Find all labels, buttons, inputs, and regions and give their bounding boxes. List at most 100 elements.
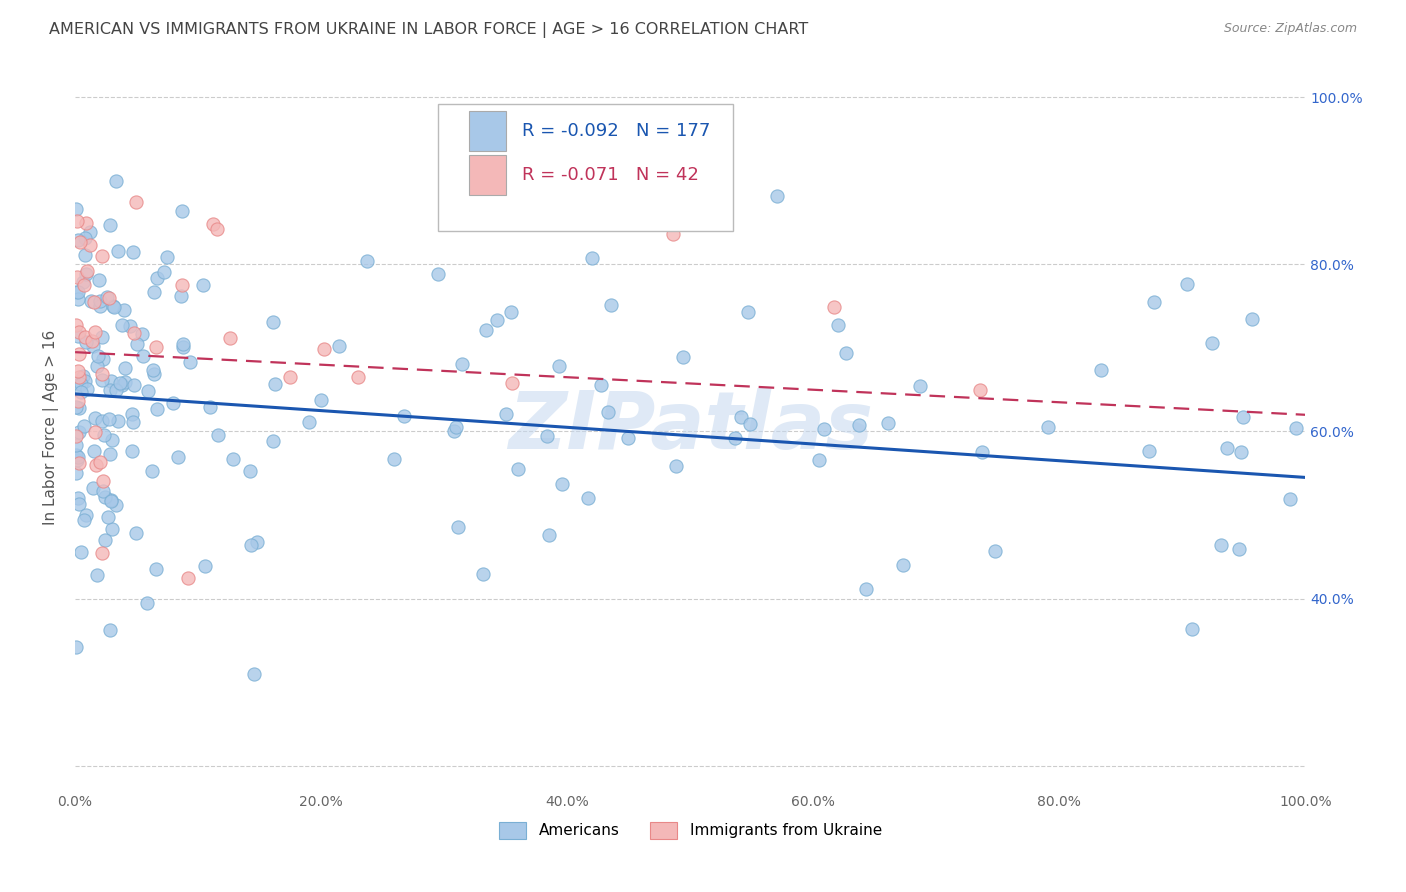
Point xyxy=(172,336,194,351)
Point xyxy=(100,493,122,508)
Point xyxy=(94,533,117,548)
Point xyxy=(73,231,96,245)
Point xyxy=(1216,442,1239,456)
Point xyxy=(87,273,110,287)
Point xyxy=(67,401,90,415)
Y-axis label: In Labor Force | Age > 16: In Labor Force | Age > 16 xyxy=(44,330,59,525)
Text: R = -0.071   N = 42: R = -0.071 N = 42 xyxy=(522,166,699,184)
Point xyxy=(194,559,217,574)
Point xyxy=(135,596,157,610)
Point xyxy=(79,238,101,252)
Point xyxy=(661,227,683,241)
Point xyxy=(1278,491,1301,506)
Point xyxy=(67,285,90,300)
Point xyxy=(114,360,136,375)
Point xyxy=(309,392,332,407)
Point xyxy=(100,494,122,508)
Point xyxy=(835,345,858,359)
Point xyxy=(970,445,993,459)
Point xyxy=(153,264,176,278)
FancyBboxPatch shape xyxy=(468,155,506,194)
Point xyxy=(240,538,263,552)
Point xyxy=(75,374,97,388)
Point xyxy=(98,624,121,638)
Point xyxy=(132,349,155,363)
Point xyxy=(84,325,107,339)
Point xyxy=(146,271,169,285)
Point xyxy=(76,382,98,396)
Point xyxy=(548,359,571,373)
Point xyxy=(67,364,90,378)
Point xyxy=(98,383,121,397)
Point xyxy=(766,188,789,202)
Point xyxy=(97,510,120,524)
Point xyxy=(101,522,124,536)
Point xyxy=(75,216,97,230)
Point xyxy=(239,464,262,478)
Point xyxy=(79,225,101,239)
Point xyxy=(69,235,91,249)
Point xyxy=(219,331,242,345)
Point xyxy=(76,263,98,277)
Point xyxy=(73,248,96,262)
Point xyxy=(75,508,97,523)
Point xyxy=(1180,622,1202,636)
Point xyxy=(495,407,517,421)
Point xyxy=(596,405,619,419)
Point xyxy=(501,376,523,390)
Point xyxy=(1240,312,1263,326)
Point xyxy=(67,456,90,470)
Point xyxy=(167,450,190,465)
Point xyxy=(262,315,284,329)
Point xyxy=(91,474,114,488)
Point xyxy=(172,277,194,292)
Point xyxy=(73,277,96,292)
Point xyxy=(278,370,301,384)
Point xyxy=(314,342,336,356)
Point xyxy=(82,339,104,353)
Point xyxy=(65,318,87,333)
Point xyxy=(104,173,127,187)
Point xyxy=(443,425,465,439)
Point xyxy=(98,412,121,426)
Point xyxy=(67,326,90,340)
Point xyxy=(83,295,105,310)
Point xyxy=(70,545,93,559)
Point xyxy=(66,214,89,228)
Point xyxy=(1232,409,1254,424)
Point xyxy=(65,285,87,299)
Point xyxy=(75,330,97,344)
Point xyxy=(486,313,509,327)
Point xyxy=(103,301,125,315)
Point xyxy=(66,329,89,343)
Point xyxy=(328,339,350,353)
Point xyxy=(506,462,529,476)
Point xyxy=(444,419,467,434)
Point xyxy=(1143,295,1166,310)
Point xyxy=(382,451,405,466)
Text: ZIPatlas: ZIPatlas xyxy=(508,388,873,467)
Point xyxy=(221,452,243,467)
Point xyxy=(98,447,121,461)
Point xyxy=(65,438,87,452)
Point xyxy=(392,409,415,424)
Point xyxy=(83,444,105,458)
Text: R = -0.092   N = 177: R = -0.092 N = 177 xyxy=(522,122,710,140)
Point xyxy=(87,349,110,363)
Point xyxy=(69,385,91,400)
Point xyxy=(263,377,285,392)
Point xyxy=(73,513,96,527)
Text: Source: ZipAtlas.com: Source: ZipAtlas.com xyxy=(1223,22,1357,36)
Point xyxy=(80,334,103,349)
Point xyxy=(170,289,193,303)
Point xyxy=(91,373,114,387)
Point xyxy=(142,285,165,300)
Point xyxy=(177,571,200,585)
Point xyxy=(125,194,148,209)
Point xyxy=(589,377,612,392)
Point xyxy=(83,410,105,425)
Point xyxy=(65,400,87,414)
Point xyxy=(86,568,108,582)
Point xyxy=(67,497,90,511)
Point xyxy=(201,217,224,231)
